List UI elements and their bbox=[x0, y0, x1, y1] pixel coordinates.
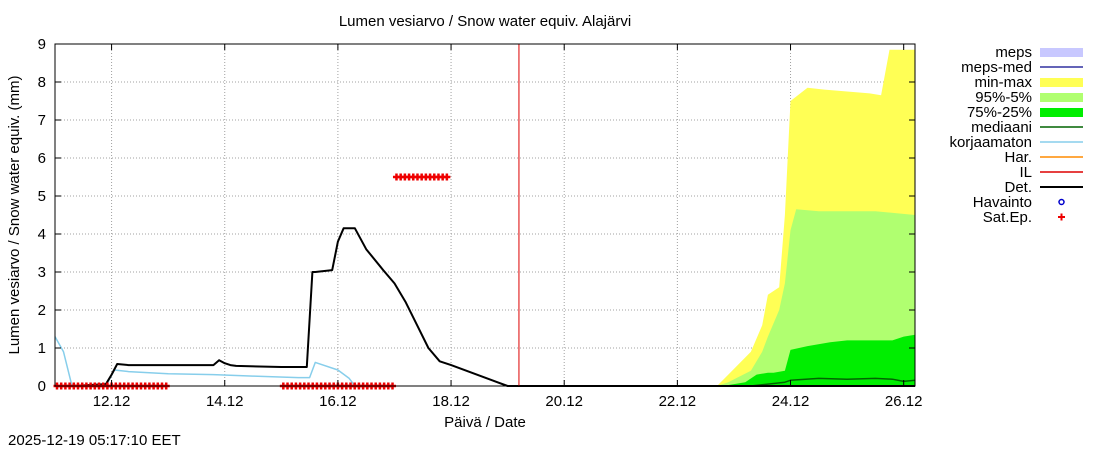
legend-label: Havainto bbox=[973, 194, 1032, 211]
y-axis-label: Lumen vesiarvo / Snow water equiv. (mm) bbox=[6, 76, 23, 355]
legend-label: meps-med bbox=[961, 59, 1032, 76]
x-tick-label: 18.12 bbox=[432, 393, 470, 410]
legend-label: mediaani bbox=[971, 119, 1032, 136]
x-tick-label: 22.12 bbox=[659, 393, 697, 410]
legend-label: 75%-25% bbox=[967, 104, 1032, 121]
y-tick-label: 2 bbox=[38, 302, 46, 319]
legend-label: 95%-5% bbox=[975, 89, 1032, 106]
legend-label: meps bbox=[995, 44, 1032, 61]
y-tick-label: 8 bbox=[38, 74, 46, 91]
legend-label: IL bbox=[1019, 164, 1032, 181]
legend-label: Det. bbox=[1004, 179, 1032, 196]
line-det- bbox=[55, 227, 915, 387]
x-tick-label: 24.12 bbox=[772, 393, 810, 410]
legend-swatch bbox=[1058, 198, 1065, 206]
x-tick-label: 12.12 bbox=[93, 393, 131, 410]
y-tick-label: 3 bbox=[38, 264, 46, 281]
x-tick-label: 20.12 bbox=[545, 393, 583, 410]
timestamp: 2025-12-19 05:17:10 EET bbox=[8, 432, 181, 449]
y-tick-label: 0 bbox=[38, 378, 46, 395]
legend-label: korjaamaton bbox=[949, 134, 1032, 151]
plot-frame bbox=[54, 43, 916, 387]
line-korjaamaton bbox=[54, 336, 361, 387]
legend-swatch bbox=[1040, 93, 1083, 102]
x-tick-label: 26.12 bbox=[885, 393, 923, 410]
chart-title: Lumen vesiarvo / Snow water equiv. Alajä… bbox=[339, 13, 631, 30]
y-tick-label: 6 bbox=[38, 150, 46, 167]
y-tick-label: 7 bbox=[38, 112, 46, 129]
y-tick-label: 1 bbox=[38, 340, 46, 357]
axis-layer: 0 1 2 3 4 5 6 7 8 9 12.12 14.12 16.12 18.12 20.12 22.12… bbox=[38, 36, 923, 410]
legend-swatch bbox=[1040, 48, 1083, 57]
x-tick-label: 16.12 bbox=[319, 393, 357, 410]
y-tick-label: 9 bbox=[38, 36, 46, 53]
band-75-25- bbox=[722, 334, 915, 386]
x-axis-label: Päivä / Date bbox=[444, 414, 526, 431]
x-tick-label: 14.12 bbox=[206, 393, 244, 410]
line-mediaani bbox=[717, 377, 916, 387]
legend-swatch bbox=[1040, 108, 1083, 117]
y-tick-label: 5 bbox=[38, 188, 46, 205]
legend-label: Har. bbox=[1004, 149, 1032, 166]
legend: mepsmeps-medmin-max95%-5%75%-25%mediaani… bbox=[949, 44, 1083, 226]
y-tick-label: 4 bbox=[38, 226, 46, 243]
legend-swatch bbox=[1040, 78, 1083, 87]
legend-label: Sat.Ep. bbox=[983, 209, 1032, 226]
legend-label: min-max bbox=[974, 74, 1032, 91]
series-layer bbox=[53, 44, 916, 390]
